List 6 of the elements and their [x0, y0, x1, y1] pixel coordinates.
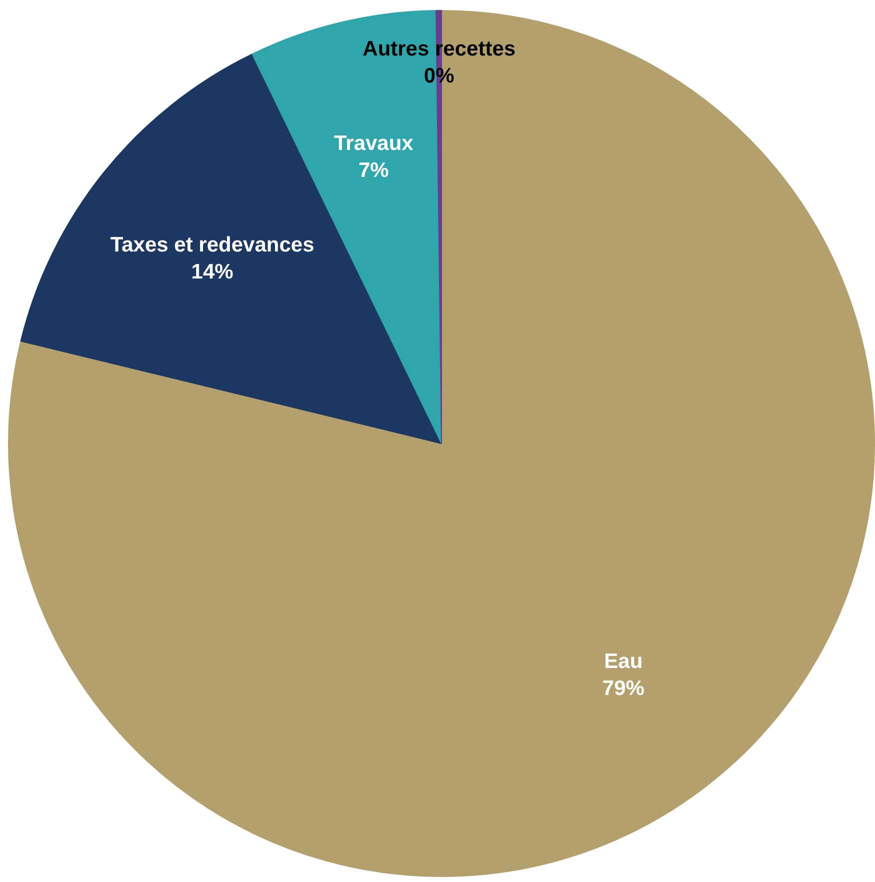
data-label: 14% [191, 260, 234, 284]
slice-label: Travaux [334, 132, 414, 155]
data-label: 79% [602, 676, 645, 700]
slice-label: Eau [604, 650, 643, 673]
slice-label: Taxes et redevances [110, 233, 314, 256]
data-label: 7% [358, 158, 390, 182]
